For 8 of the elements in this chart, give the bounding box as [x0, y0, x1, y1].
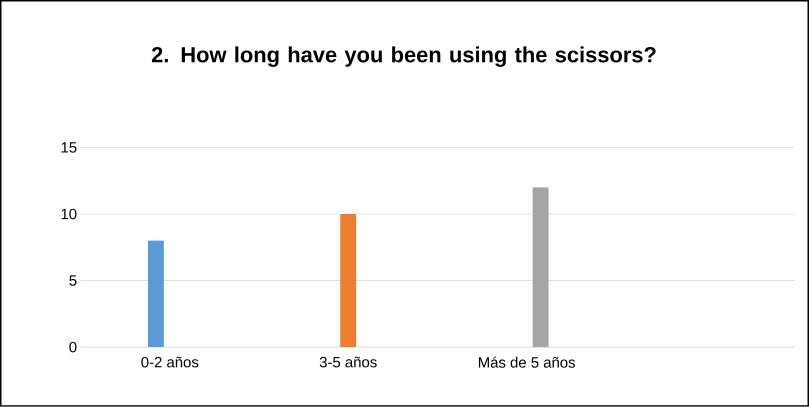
chart-title: 2. How long have you been using the scissors? — [152, 46, 656, 67]
y-tick-label: 15 — [62, 142, 76, 153]
y-tick-label: 10 — [62, 208, 76, 220]
x-tick-label: 3-5 años — [320, 356, 377, 368]
x-tick-label: Más de 5 años — [478, 356, 576, 368]
x-tick-label: 0-2 años — [141, 356, 198, 368]
y-tick-label: 5 — [69, 275, 76, 286]
y-tick-label: 0 — [69, 342, 76, 352]
